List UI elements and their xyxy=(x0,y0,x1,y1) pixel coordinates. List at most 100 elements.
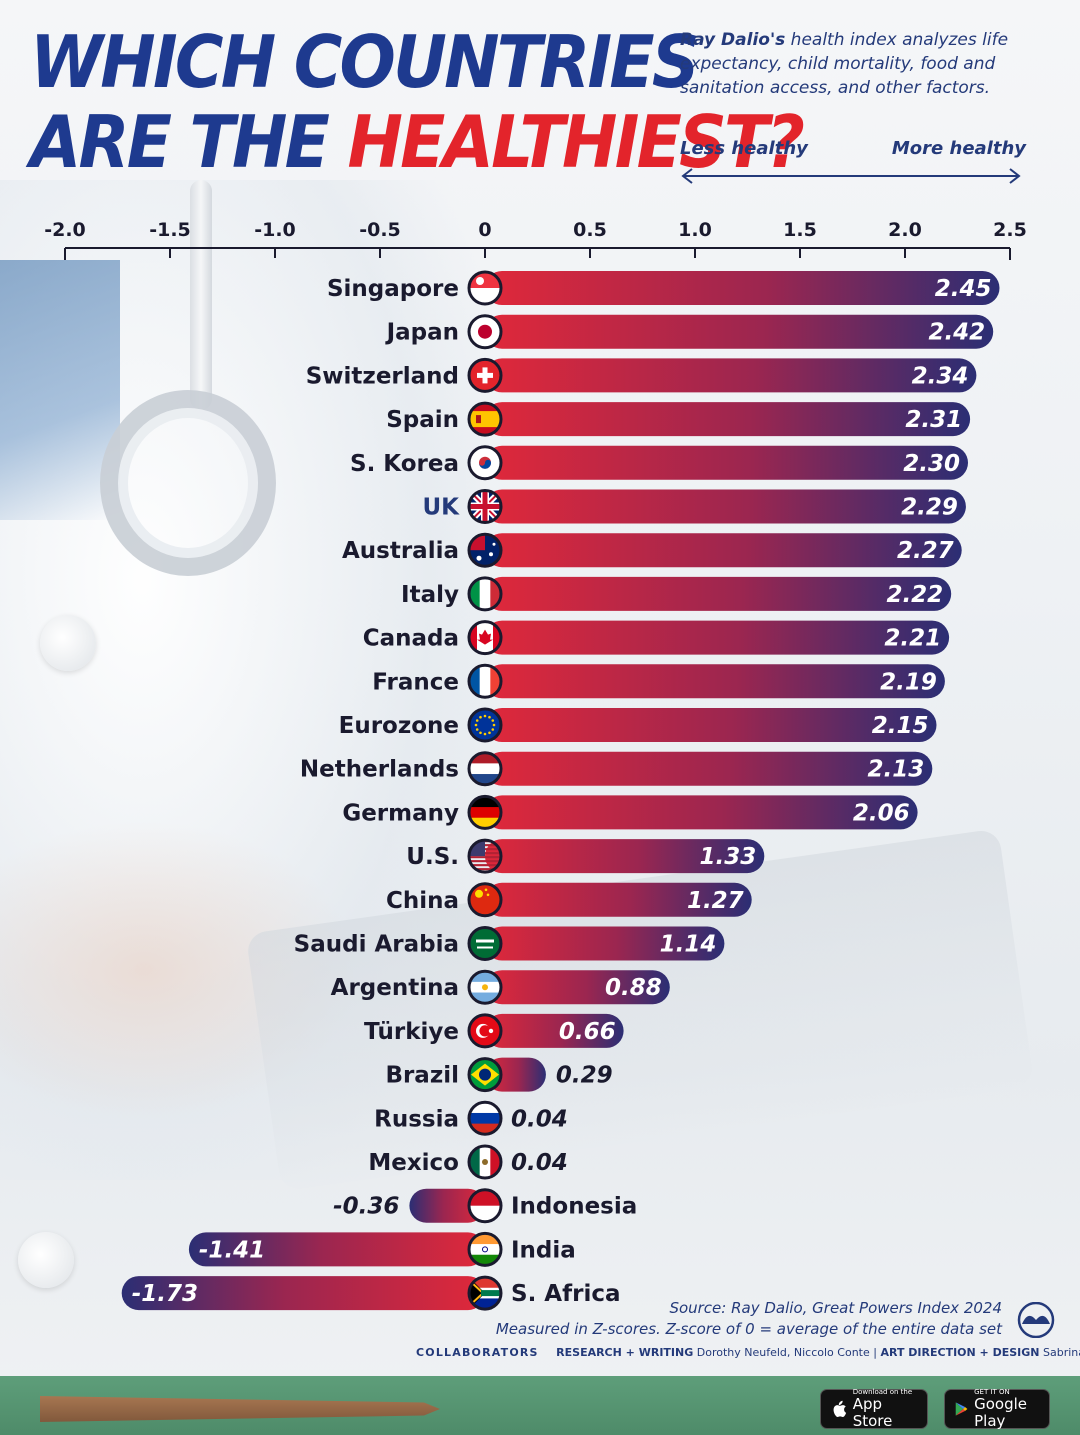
china-flag-icon xyxy=(467,882,503,918)
bar xyxy=(485,926,725,961)
source-line-1: Source: Ray Dalio, Great Powers Index 20… xyxy=(669,1299,1002,1317)
country-label: Italy xyxy=(401,582,459,608)
bar-value-label: 0.04 xyxy=(511,1150,568,1176)
country-label: Netherlands xyxy=(300,757,459,783)
country-label: Eurozone xyxy=(339,713,459,739)
bar xyxy=(485,533,962,568)
design-names: Sabrina Lam xyxy=(1043,1346,1080,1359)
source-line-2: Measured in Z-scores. Z-score of 0 = ave… xyxy=(495,1320,1002,1338)
bar-value-label: 2.19 xyxy=(880,669,937,695)
country-label: India xyxy=(511,1237,576,1263)
x-tick-label: -0.5 xyxy=(359,219,401,241)
netherlands-flag-icon xyxy=(467,751,503,787)
bar xyxy=(121,1276,485,1311)
bar-row: 0.04 Russia xyxy=(374,1100,568,1136)
bar xyxy=(485,664,945,699)
intro-text: Ray Dalio's health index analyzes life e… xyxy=(680,28,1060,100)
argentina-flag-icon xyxy=(467,969,503,1005)
coat-button-image xyxy=(40,615,96,671)
app-store-button[interactable]: Download on the App Store xyxy=(820,1388,928,1430)
x-tick-label: 0.5 xyxy=(573,219,607,241)
germany-flag-icon xyxy=(467,794,503,830)
google-play-text: Google Play xyxy=(974,1395,1028,1430)
intro-rest: health index analyzes life expectancy, c… xyxy=(680,30,1009,98)
country-label: France xyxy=(372,669,459,695)
bar-row: 2.30 S. Korea xyxy=(350,445,968,481)
bars: 2.45Singapore2.42Japan2.34Switzerland2.3… xyxy=(121,270,1000,1311)
turkey-flag-icon xyxy=(467,1013,503,1049)
country-label: Saudi Arabia xyxy=(294,932,459,958)
bar xyxy=(485,751,933,786)
country-label: China xyxy=(386,888,459,914)
double-arrow-icon xyxy=(681,168,1021,184)
south-africa-flag-icon xyxy=(467,1275,503,1311)
bar-value-label: 2.34 xyxy=(912,363,969,389)
health-index-chart: -2.0 -1.5 -1.0 -0.5 0 0.5 1.0 1.5 2.0 2.5 2.45 Sin… xyxy=(44,219,1027,1311)
bar-row: 1.27 China xyxy=(386,882,752,918)
bar-row: 0.29 Brazil xyxy=(385,1057,613,1093)
bar-value-label: 1.27 xyxy=(687,888,744,914)
country-label: Russia xyxy=(374,1106,459,1132)
bar xyxy=(485,402,971,437)
bar-row: 0.04 Mexico xyxy=(368,1144,568,1180)
bar-value-label: 2.31 xyxy=(905,407,962,433)
bar-value-label: -1.41 xyxy=(199,1237,265,1263)
india-flag-icon xyxy=(467,1231,503,1267)
app-store-small-text: Download on the xyxy=(852,1388,913,1396)
bar-value-label: 0.88 xyxy=(605,975,662,1001)
bar-row: -0.36 Indonesia xyxy=(333,1188,637,1224)
x-axis: -2.0 -1.5 -1.0 -0.5 0 0.5 1.0 1.5 2.0 2.5 xyxy=(44,219,1027,260)
bar-row: 2.19 France xyxy=(372,663,945,699)
bar-row: 2.21 Canada xyxy=(363,620,950,656)
bar-value-label: 1.14 xyxy=(660,932,717,958)
google-play-button[interactable]: GET IT ON Google Play xyxy=(944,1388,1050,1430)
google-play-icon xyxy=(955,1402,968,1416)
x-tick-label: -2.0 xyxy=(44,219,86,241)
bar-value-label: 2.22 xyxy=(886,582,943,608)
usa-flag-icon xyxy=(467,838,503,874)
country-label: Türkiye xyxy=(364,1019,459,1045)
research-label: RESEARCH + WRITING xyxy=(556,1346,694,1359)
bar-row: 1.33 U.S. xyxy=(406,838,765,874)
bar-value-label: -1.73 xyxy=(132,1281,198,1307)
bar-value-label: 2.27 xyxy=(897,538,954,564)
bar-row: 2.22 Italy xyxy=(401,576,952,612)
x-tick-label: -1.0 xyxy=(254,219,296,241)
credits-separator: | xyxy=(873,1346,877,1359)
bar xyxy=(485,314,994,349)
bar-value-label: 2.30 xyxy=(903,451,960,477)
bar-value-label: 2.06 xyxy=(853,800,910,826)
bar-value-label: 2.29 xyxy=(901,495,958,521)
bar-row: 2.13 Netherlands xyxy=(300,751,933,787)
bar xyxy=(485,271,1000,305)
title-line-2-a: ARE THE xyxy=(30,100,348,184)
x-tick-label: 2.0 xyxy=(888,219,922,241)
country-label: Spain xyxy=(386,407,459,433)
bar-value-label: 0.29 xyxy=(556,1063,613,1089)
saudi-arabia-flag-icon xyxy=(467,926,503,961)
italy-flag-icon xyxy=(467,576,503,612)
bar-row: 2.27 Australia xyxy=(342,532,962,568)
country-label: Mexico xyxy=(368,1150,459,1176)
bar-value-label: 0.66 xyxy=(559,1019,616,1045)
bar-row: 0.88 Argentina xyxy=(331,969,670,1005)
bar-row: 2.34 Switzerland xyxy=(306,357,977,393)
bar xyxy=(485,970,670,1005)
singapore-flag-icon xyxy=(467,270,503,306)
x-tick-label: 1.0 xyxy=(678,219,712,241)
less-healthy-label: Less healthy xyxy=(680,138,808,159)
bar-row: 2.15 Eurozone xyxy=(339,707,937,743)
source-note: Source: Ray Dalio, Great Powers Index 20… xyxy=(496,1298,1002,1340)
south-korea-flag-icon xyxy=(467,445,503,481)
country-label: Canada xyxy=(363,626,459,652)
brazil-flag-icon xyxy=(467,1057,503,1093)
country-label: UK xyxy=(423,495,461,521)
bar xyxy=(485,708,937,742)
research-names: Dorothy Neufeld, Niccolo Conte xyxy=(696,1346,870,1359)
title-line-1: WHICH COUNTRIES xyxy=(30,20,700,104)
japan-flag-icon xyxy=(467,314,503,350)
intro-bold: Ray Dalio's xyxy=(680,30,786,50)
coat-button-image xyxy=(18,1232,74,1288)
bar xyxy=(485,445,968,480)
france-flag-icon xyxy=(467,663,503,699)
